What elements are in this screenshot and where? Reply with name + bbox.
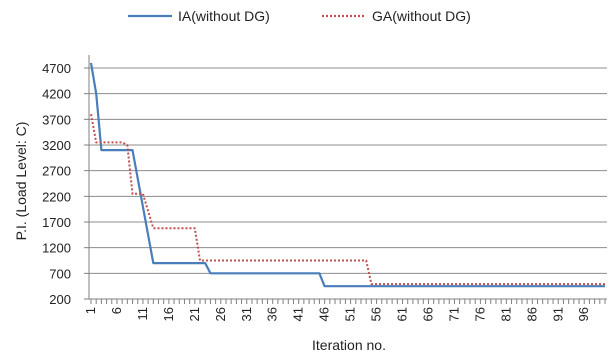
legend-label: GA(without DG): [372, 8, 471, 24]
y-tick-label: 200: [49, 292, 71, 307]
y-axis-title: P.I. (Load Level: C): [13, 122, 29, 241]
x-tick-label: 71: [446, 307, 461, 321]
x-tick-label: 66: [420, 307, 435, 321]
y-tick-label: 2200: [42, 189, 71, 204]
y-tick-label: 1200: [42, 241, 71, 256]
y-tick-label: 3700: [42, 112, 71, 127]
y-tick-label: 2700: [42, 164, 71, 179]
x-tick-label: 91: [550, 307, 565, 321]
x-tick-label: 6: [109, 307, 124, 314]
series-line-ia-without-dg: [89, 62, 605, 288]
y-tick-label: 4200: [42, 87, 71, 102]
series-layer: [89, 62, 605, 288]
y-tick-label: 3200: [42, 138, 71, 153]
x-tick-label: 61: [395, 307, 410, 321]
y-tick-label: 4700: [42, 61, 71, 76]
legend-label: IA(without DG): [178, 8, 270, 24]
gridlines: [89, 67, 607, 274]
x-tick-label: 86: [524, 307, 539, 321]
x-tick-label: 26: [213, 307, 228, 321]
x-tick-label: 41: [291, 307, 306, 321]
x-tick-label: 31: [239, 307, 254, 321]
legend: IA(without DG) GA(without DG): [128, 8, 471, 24]
y-tick-labels: 200 700 1200 1700 2200 2700 3200 3700 4200 4700: [42, 61, 71, 307]
x-tick-label: 76: [472, 307, 487, 321]
x-tick-label: 81: [498, 307, 513, 321]
x-axis-title: Iteration no.: [312, 337, 386, 353]
x-tick-label: 16: [161, 307, 176, 321]
x-tick-label: 11: [135, 307, 150, 321]
x-tick-label: 36: [265, 307, 280, 321]
x-tick-label: 51: [343, 307, 358, 321]
x-tick-labels: 1 6 11 16 21 26 31 36 41 46 51 56 61 66 71 76 81 86 91 96: [83, 307, 591, 321]
y-tick-label: 1700: [42, 215, 71, 230]
x-tick-label: 21: [187, 307, 202, 321]
x-tick-label: 56: [369, 307, 384, 321]
y-tick-label: 700: [49, 266, 71, 281]
x-tick-label: 46: [317, 307, 332, 321]
x-tick-label: 96: [576, 307, 591, 321]
axes: [84, 55, 607, 304]
x-tick-label: 1: [83, 307, 98, 314]
series-line-ga-without-dg: [90, 114, 605, 286]
